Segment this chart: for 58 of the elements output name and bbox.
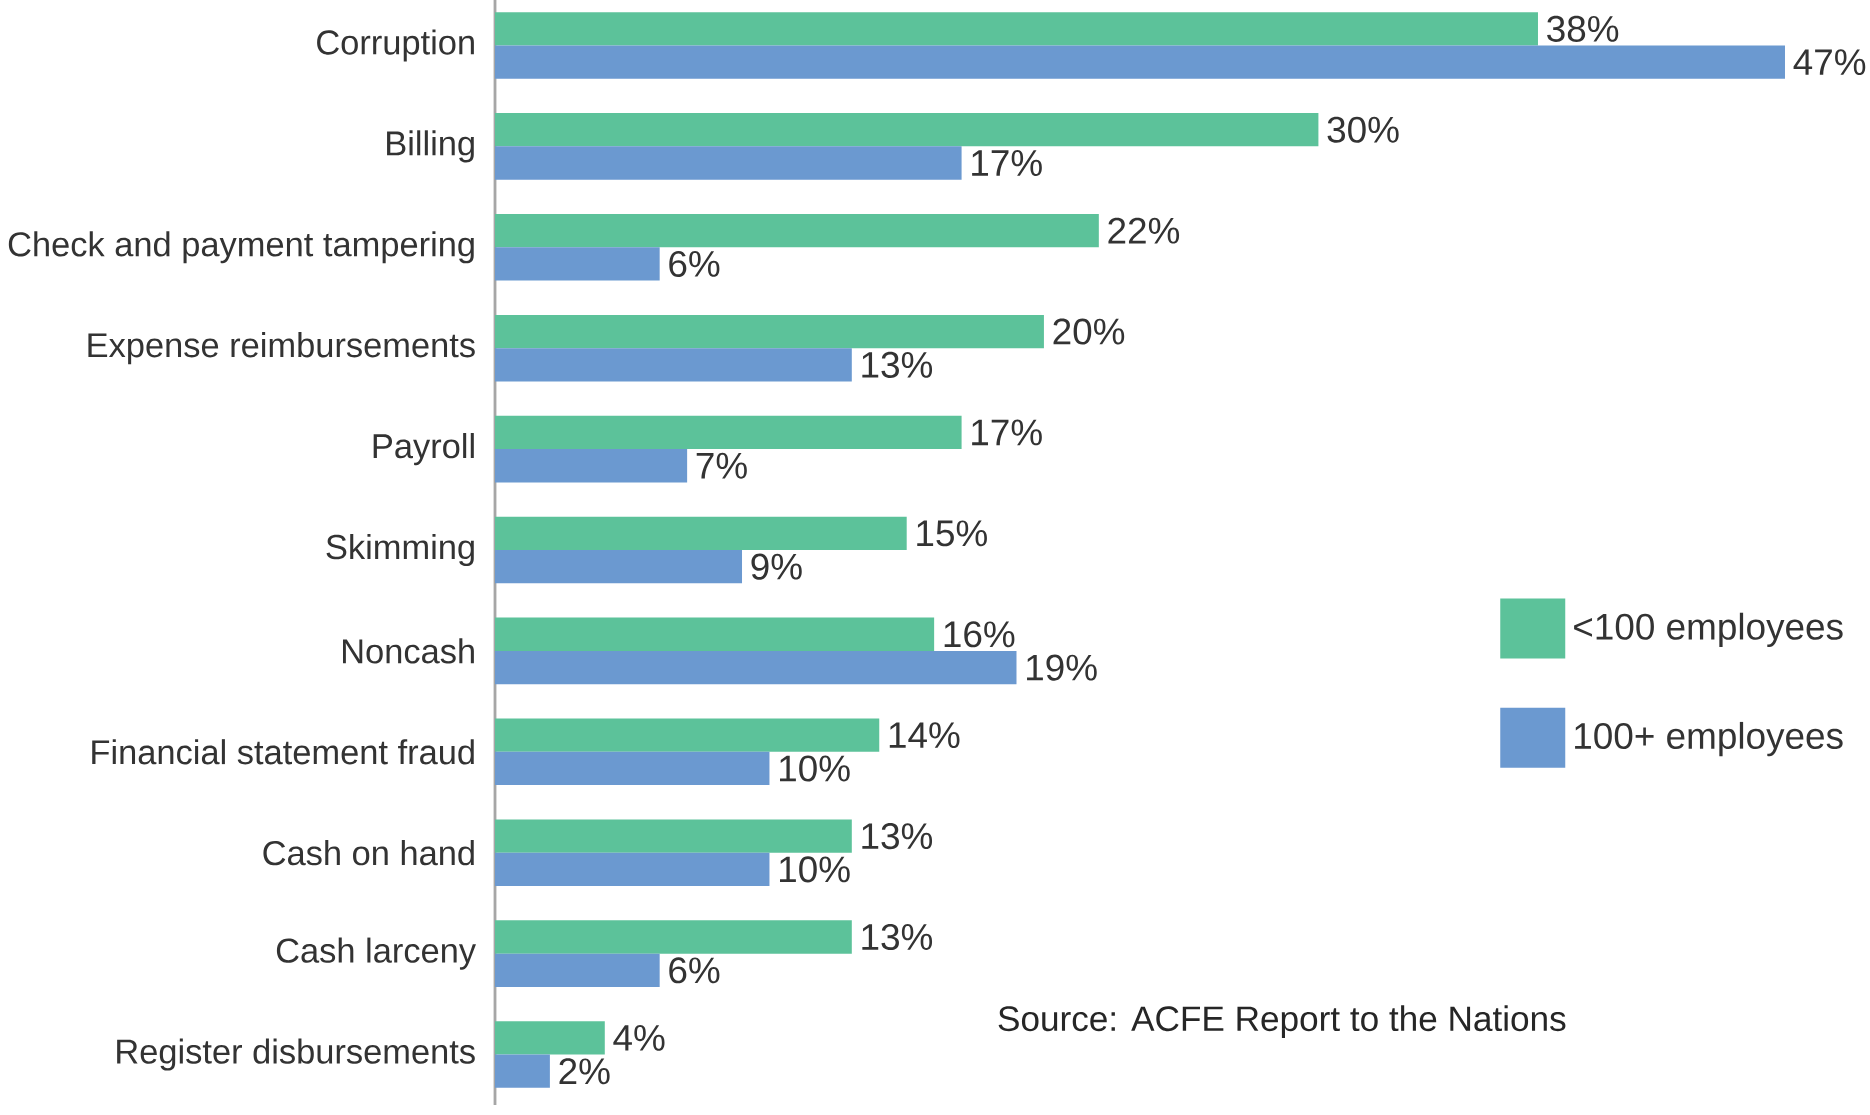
bar bbox=[495, 449, 688, 483]
y-tick-label: Corruption bbox=[317, 29, 474, 62]
bar bbox=[495, 650, 1017, 685]
y-tick-label: Skimming bbox=[326, 533, 474, 567]
bar bbox=[495, 920, 852, 954]
bar bbox=[495, 550, 743, 584]
legend-label: 100+ employees bbox=[1575, 721, 1843, 757]
data-label: 6% bbox=[669, 250, 720, 277]
data-label: 7% bbox=[696, 452, 747, 479]
y-tick-label: Payroll bbox=[373, 433, 474, 466]
data-label: 14% bbox=[889, 722, 960, 749]
bar bbox=[495, 213, 1099, 248]
data-label: 6% bbox=[669, 957, 720, 984]
data-label: 13% bbox=[862, 923, 933, 951]
bar bbox=[495, 113, 1319, 147]
data-label: 38% bbox=[1547, 15, 1619, 42]
bar bbox=[495, 1021, 605, 1055]
legend-label: <100 employees bbox=[1574, 612, 1843, 648]
data-label: 30% bbox=[1327, 116, 1399, 143]
bar bbox=[495, 819, 852, 853]
data-label: 20% bbox=[1053, 318, 1125, 345]
y-tick-label: Check and payment tampering bbox=[8, 231, 474, 264]
data-label: 47% bbox=[1793, 49, 1866, 76]
data-label: 13% bbox=[862, 351, 933, 378]
y-tick-label: Expense reimbursements bbox=[88, 332, 475, 365]
y-tick-label: Billing bbox=[387, 130, 474, 163]
data-label: 10% bbox=[780, 856, 850, 883]
y-tick-label: Noncash bbox=[343, 638, 474, 664]
y-tick-label: Financial statement fraud bbox=[92, 739, 474, 765]
bar bbox=[495, 1054, 550, 1088]
data-label: 2% bbox=[559, 1058, 610, 1085]
data-label: 19% bbox=[1027, 654, 1097, 681]
bar bbox=[495, 718, 880, 752]
bar bbox=[495, 617, 935, 651]
bar bbox=[495, 12, 1538, 46]
bar bbox=[495, 146, 962, 180]
bar bbox=[495, 45, 1785, 79]
data-label: 10% bbox=[780, 755, 850, 782]
data-label: 16% bbox=[944, 621, 1015, 648]
bar bbox=[495, 953, 660, 987]
data-label: 4% bbox=[613, 1025, 665, 1051]
data-label: 17% bbox=[972, 150, 1042, 176]
data-label: 13% bbox=[862, 823, 933, 850]
bar bbox=[495, 247, 660, 281]
y-tick-label: Cash on hand bbox=[263, 840, 474, 866]
data-label: 9% bbox=[751, 553, 802, 580]
data-label: 17% bbox=[972, 419, 1042, 446]
bar bbox=[495, 348, 852, 382]
bar bbox=[495, 852, 770, 887]
data-label: 22% bbox=[1108, 217, 1180, 244]
bar bbox=[495, 314, 1044, 349]
y-tick-label: Cash larceny bbox=[276, 937, 476, 970]
annotation: Source: ACFE Report to the Nations bbox=[998, 1005, 1566, 1039]
bar bbox=[495, 751, 770, 786]
y-tick-label: Register disbursements bbox=[117, 1038, 475, 1071]
bar bbox=[495, 516, 907, 550]
bar bbox=[495, 415, 962, 450]
data-label: 15% bbox=[917, 520, 987, 547]
